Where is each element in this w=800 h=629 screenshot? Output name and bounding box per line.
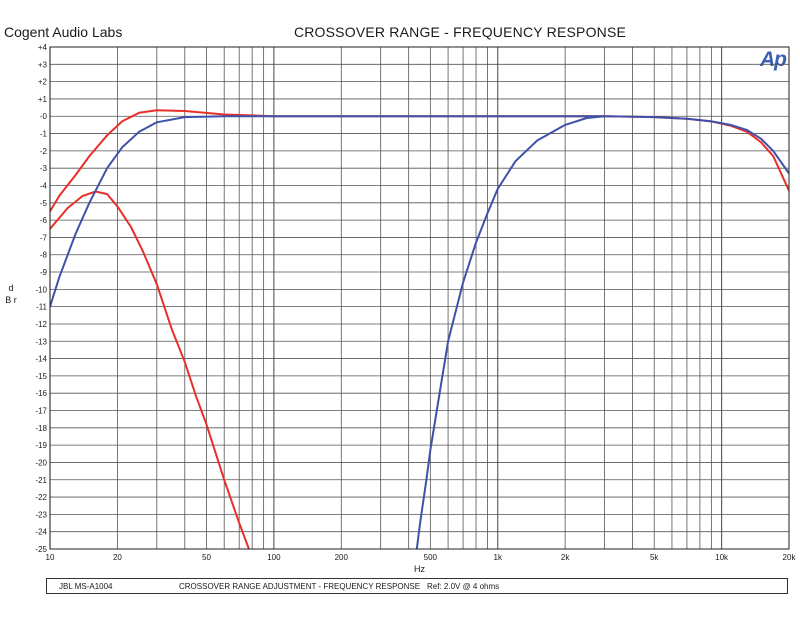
y-tick-label: -14 bbox=[35, 355, 47, 364]
x-tick-label: 10k bbox=[715, 553, 729, 562]
y-tick-label: -13 bbox=[35, 337, 47, 346]
chart-grid bbox=[49, 46, 790, 550]
y-tick-label: -25 bbox=[35, 545, 47, 554]
x-tick-label: 20k bbox=[783, 553, 797, 562]
x-tick-label: 100 bbox=[267, 553, 281, 562]
brand-label: Cogent Audio Labs bbox=[4, 24, 123, 40]
x-tick-label: 1k bbox=[494, 553, 503, 562]
plot-frame bbox=[49, 46, 790, 550]
x-axis-label: Hz bbox=[414, 564, 425, 574]
chart-lines bbox=[50, 109, 789, 549]
y-tick-label: -20 bbox=[35, 458, 47, 467]
y-tick-label: -2 bbox=[40, 147, 48, 156]
y-tick-label: +2 bbox=[38, 78, 48, 87]
y-tick-label: -16 bbox=[35, 389, 47, 398]
y-tick-label: -15 bbox=[35, 372, 47, 381]
y-tick-label: -5 bbox=[40, 199, 48, 208]
x-tick-label: 200 bbox=[335, 553, 349, 562]
y-tick-label: -12 bbox=[35, 320, 47, 329]
x-tick-label: 500 bbox=[424, 553, 438, 562]
footer-model: JBL MS-A1004 bbox=[59, 582, 113, 591]
y-tick-label: -23 bbox=[35, 510, 47, 519]
x-tick-label: 2k bbox=[561, 553, 570, 562]
y-tick-label: +4 bbox=[38, 43, 48, 52]
footer-description: CROSSOVER RANGE ADJUSTMENT - FREQUENCY R… bbox=[179, 582, 421, 591]
series-line-2 bbox=[50, 190, 251, 549]
y-tick-label: -19 bbox=[35, 441, 47, 450]
y-tick-label: -1 bbox=[40, 130, 48, 139]
y-tick-label: -7 bbox=[40, 233, 48, 242]
x-tick-label: 50 bbox=[202, 553, 211, 562]
y-tick-label: +1 bbox=[38, 95, 48, 104]
x-tick-label: 10 bbox=[46, 553, 55, 562]
series-line-3 bbox=[50, 115, 789, 308]
y-tick-label: -18 bbox=[35, 424, 47, 433]
ap-logo-icon: Ap bbox=[760, 48, 787, 71]
chart-title: CROSSOVER RANGE - FREQUENCY RESPONSE bbox=[293, 24, 627, 40]
y-tick-label: -0 bbox=[40, 112, 48, 121]
y-axis-label: d B r bbox=[5, 283, 17, 305]
x-tick-label: 5k bbox=[650, 553, 659, 562]
series-line-4 bbox=[415, 115, 606, 549]
x-tick-label: 20 bbox=[113, 553, 122, 562]
y-tick-label: -21 bbox=[35, 476, 47, 485]
y-tick-label: -10 bbox=[35, 285, 47, 294]
y-tick-label: -22 bbox=[35, 493, 47, 502]
footer-bar: JBL MS-A1004 CROSSOVER RANGE ADJUSTMENT … bbox=[46, 578, 788, 594]
y-tick-label: -4 bbox=[40, 181, 48, 190]
footer-reference: Ref: 2.0V @ 4 ohms bbox=[427, 582, 500, 591]
y-tick-label: +3 bbox=[38, 60, 48, 69]
y-tick-label: -6 bbox=[40, 216, 48, 225]
y-tick-label: -17 bbox=[35, 407, 47, 416]
axis-ticks: +4 +3 +2 +1 -0 -1 -2 -3 -4 -5 -6 -7 -8 -9 -10 -11 -12 -13… bbox=[35, 43, 796, 562]
y-tick-label: -24 bbox=[35, 528, 47, 537]
series-line-1 bbox=[50, 109, 789, 213]
y-tick-label: -8 bbox=[40, 251, 48, 260]
y-tick-label: -9 bbox=[40, 268, 48, 277]
y-tick-label: -11 bbox=[36, 303, 48, 312]
y-tick-label: -3 bbox=[40, 164, 48, 173]
